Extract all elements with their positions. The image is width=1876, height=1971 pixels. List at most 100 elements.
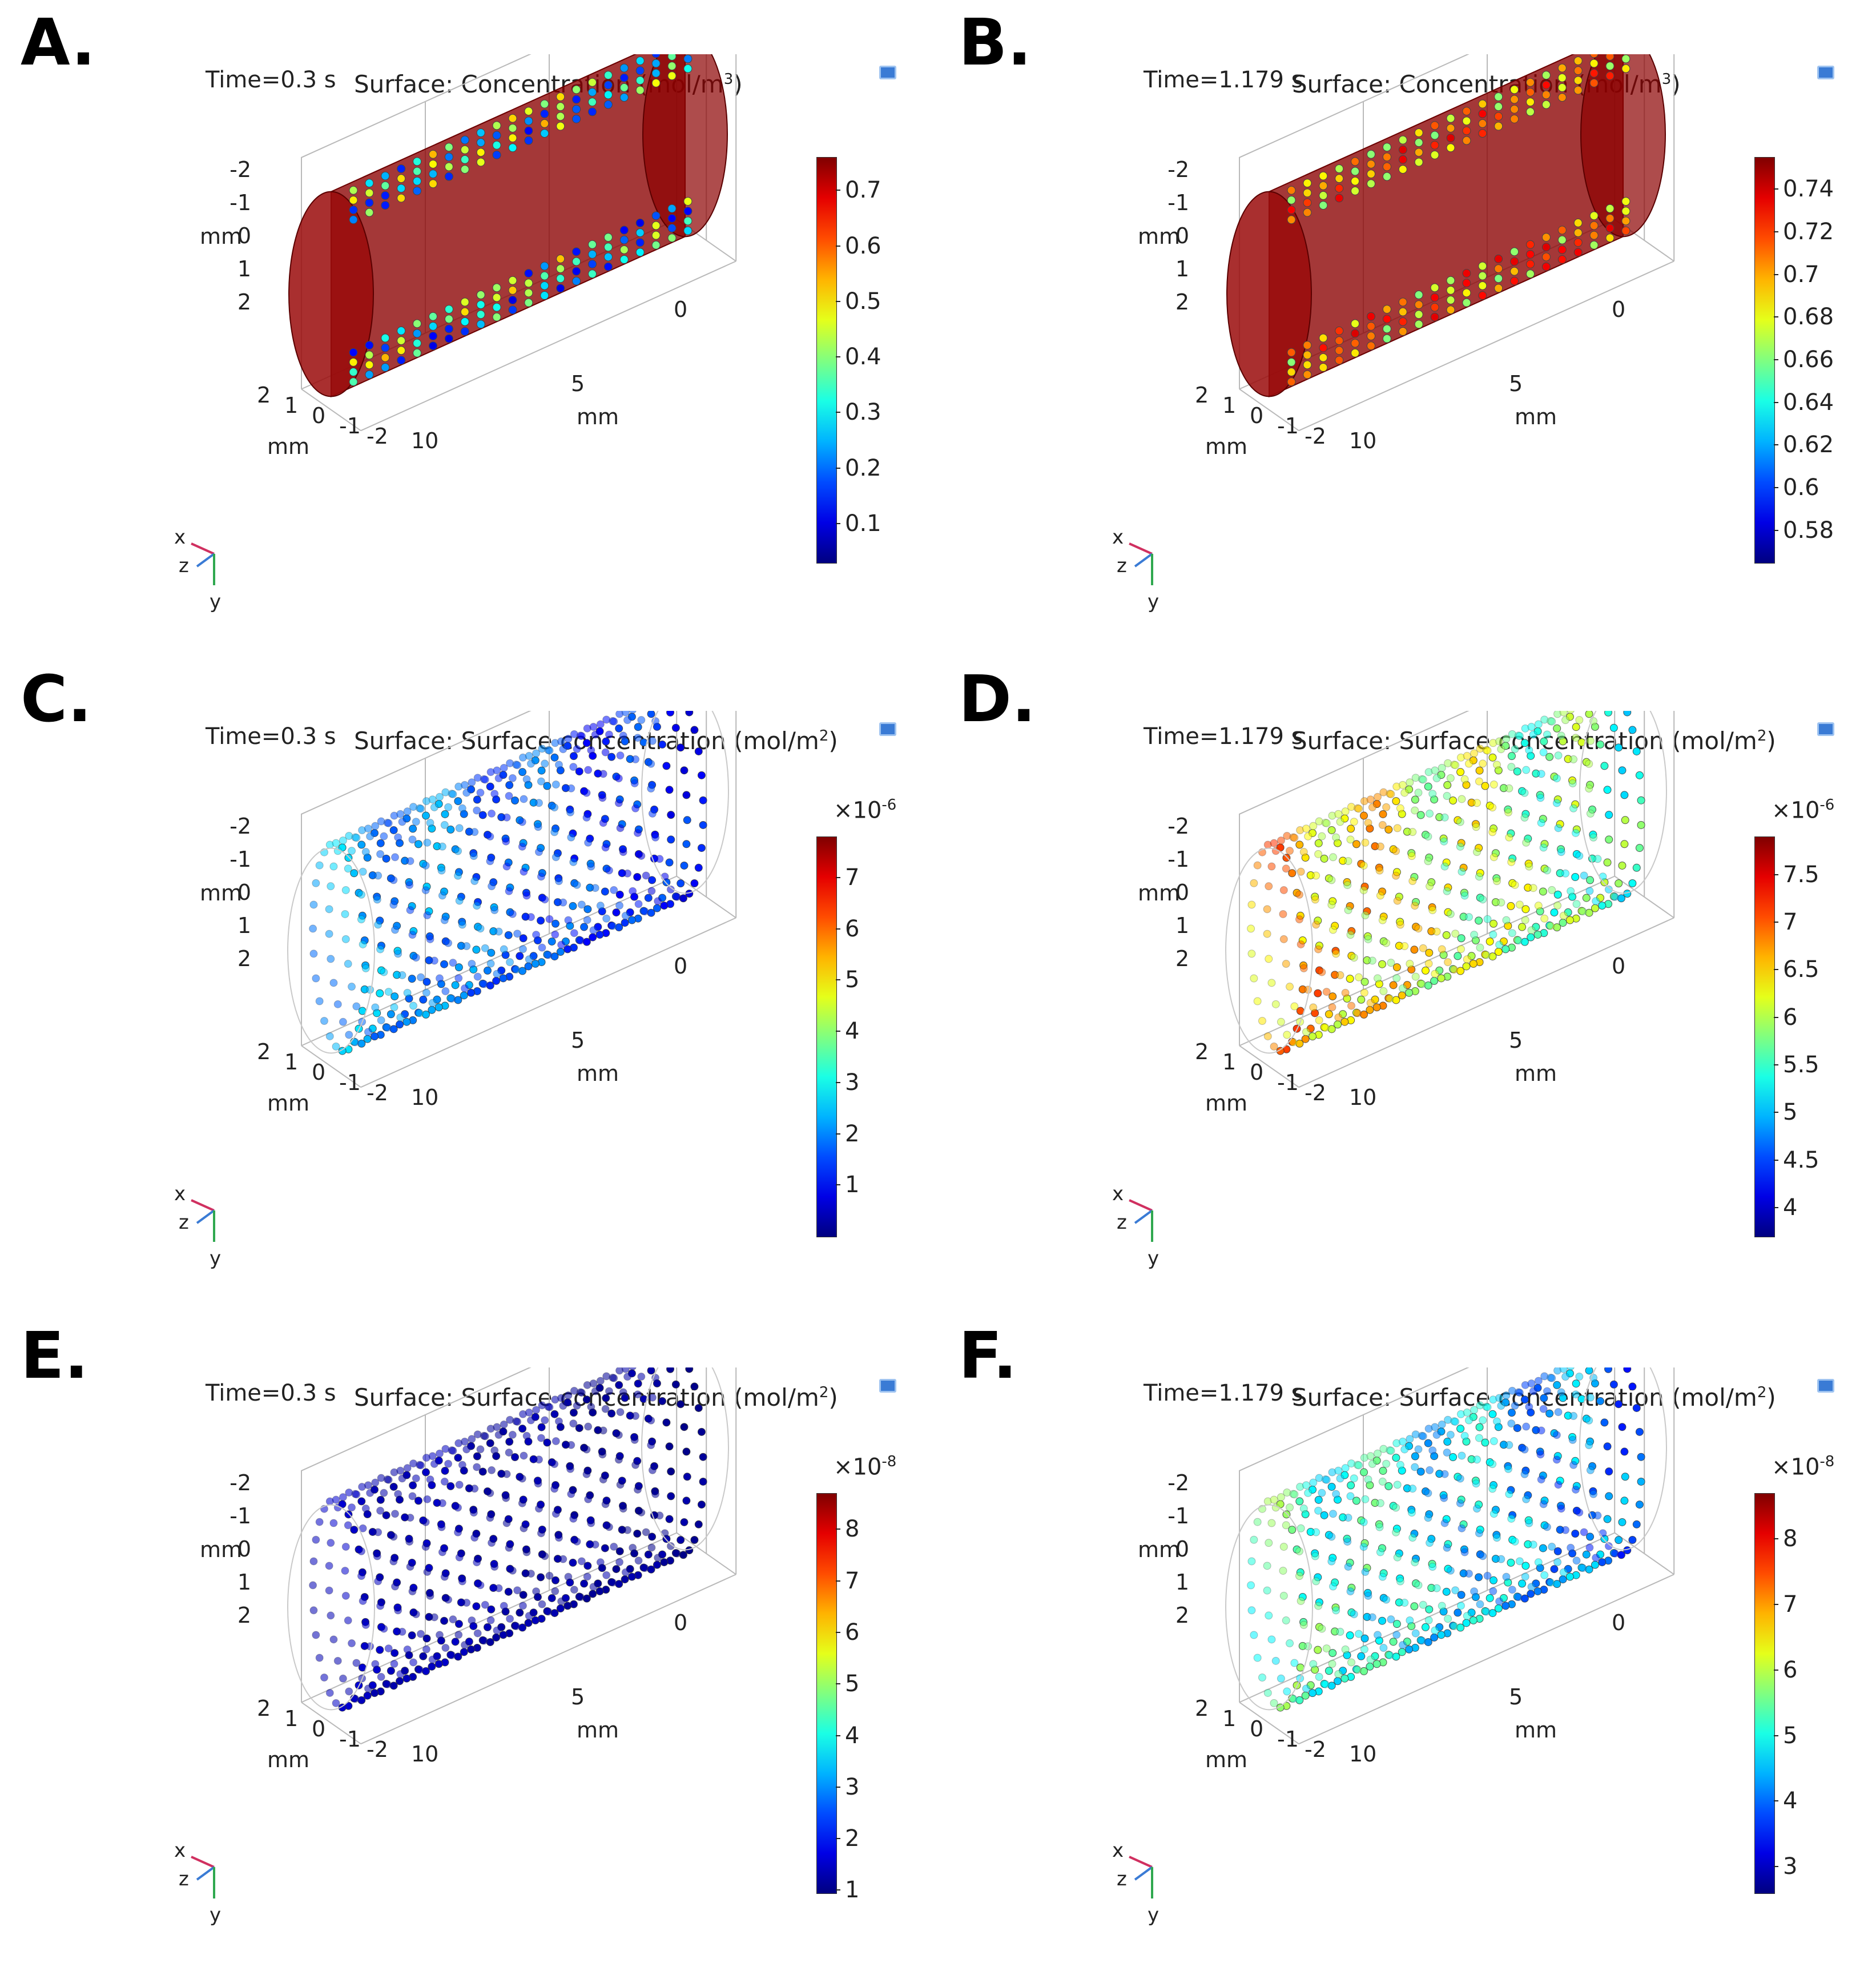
particle-dot [1611, 1549, 1619, 1558]
particle-dot [666, 1367, 675, 1373]
particle-dot [1389, 981, 1398, 989]
camera-icon[interactable] [1817, 722, 1834, 736]
particle-dot [556, 122, 565, 131]
particle-dot [511, 797, 520, 805]
colorbar-tick-mark [1774, 922, 1778, 923]
particle-dot [651, 211, 661, 220]
particle-dot [505, 781, 514, 790]
particle-dot [697, 1427, 706, 1436]
particle-dot [1475, 1573, 1483, 1582]
vertical-tick-label: -2 [1168, 157, 1189, 182]
depth-tick-label: -2 [367, 1080, 388, 1105]
particle-dot [1502, 734, 1511, 743]
particle-dot [1527, 723, 1536, 731]
particle-dot [1319, 363, 1328, 372]
particle-dot [1424, 1616, 1433, 1624]
particle-dot [408, 1631, 416, 1640]
particle-dot [634, 900, 643, 908]
particle-dot [1478, 271, 1487, 280]
particle-dot [537, 1529, 545, 1538]
cylinder-outline [287, 1367, 729, 1711]
particle-dot [469, 852, 478, 860]
particle-dot [502, 1494, 510, 1502]
particle-dot [391, 1582, 399, 1591]
particle-dot [502, 813, 511, 822]
particle-dot [1360, 1468, 1368, 1477]
camera-icon[interactable] [1817, 66, 1834, 79]
particle-dot [1460, 775, 1469, 783]
particle-dot [1344, 857, 1352, 866]
particle-dot [1462, 126, 1471, 135]
particle-dot [1382, 1595, 1391, 1604]
particle-dot [423, 838, 432, 847]
colorbar-tick-label: 5 [1783, 1722, 1798, 1749]
particle-dot [635, 76, 645, 85]
particle-dot [376, 1602, 385, 1610]
particle-dot [1489, 1510, 1498, 1518]
particle-dot [587, 1402, 595, 1411]
particle-dot [526, 759, 535, 768]
particle-dot [1428, 790, 1437, 798]
particle-dot [609, 1578, 617, 1587]
time-label: Time=0.3 s [206, 67, 336, 93]
particle-dot [344, 864, 352, 873]
particle-dot [633, 1485, 642, 1494]
particle-dot [1375, 866, 1384, 875]
particle-dot [603, 90, 613, 99]
particle-dot [572, 247, 581, 256]
particle-dot [1536, 794, 1545, 802]
colorbar-tick-mark [1774, 487, 1778, 489]
particle-dot [380, 1624, 388, 1633]
particle-dot [1367, 159, 1375, 168]
camera-icon[interactable] [879, 722, 896, 736]
camera-icon[interactable] [879, 66, 896, 79]
particle-dot [430, 1459, 438, 1468]
particle-dot [588, 98, 597, 107]
particle-dot [589, 1583, 598, 1591]
particle-dot [685, 1367, 694, 1373]
camera-icon[interactable] [1817, 1379, 1834, 1393]
particle-dot [380, 832, 388, 840]
particle-dot [1366, 999, 1375, 1007]
particle-dot [544, 1607, 553, 1616]
particle-dot [667, 811, 675, 819]
particle-dot [508, 114, 517, 123]
particle-dot [667, 71, 677, 81]
particle-dot [1507, 1514, 1516, 1523]
particle-dot [564, 916, 573, 924]
particle-dot [397, 326, 406, 335]
particle-dot [429, 150, 437, 159]
vertical-tick-label: -2 [230, 157, 251, 182]
particle-dot [648, 809, 657, 818]
particle-dot [333, 1000, 342, 1008]
particle-dot [499, 974, 508, 983]
particle-dot [476, 138, 485, 147]
particle-dot [437, 866, 446, 875]
particle-dot [1335, 164, 1344, 173]
particle-dot [383, 1023, 392, 1032]
particle-dot [591, 1540, 599, 1549]
particle-dot [615, 1547, 624, 1555]
vertical-tick-label: -2 [1168, 1470, 1189, 1495]
particle-dot [1386, 1651, 1394, 1659]
length-axis-unit: mm [577, 1717, 619, 1743]
particle-dot [1472, 1455, 1481, 1464]
particle-dot [1321, 1680, 1330, 1688]
particle-dot [1518, 923, 1527, 931]
particle-dot [540, 129, 549, 138]
particle-dot [599, 819, 607, 827]
particle-dot [1557, 255, 1567, 264]
particle-dot [1399, 1437, 1407, 1446]
particle-dot [1637, 1477, 1645, 1486]
particle-dot [1605, 1492, 1613, 1501]
camera-icon[interactable] [879, 1379, 896, 1393]
particle-dot [416, 1009, 424, 1017]
particle-dot [1571, 734, 1580, 742]
particle-dot [476, 1581, 485, 1590]
particle-dot [1416, 1467, 1425, 1476]
particle-dot [1603, 858, 1612, 867]
particle-dot [1389, 1638, 1398, 1646]
particle-dot [665, 1442, 674, 1451]
depth-axis-unit: mm [267, 434, 309, 459]
